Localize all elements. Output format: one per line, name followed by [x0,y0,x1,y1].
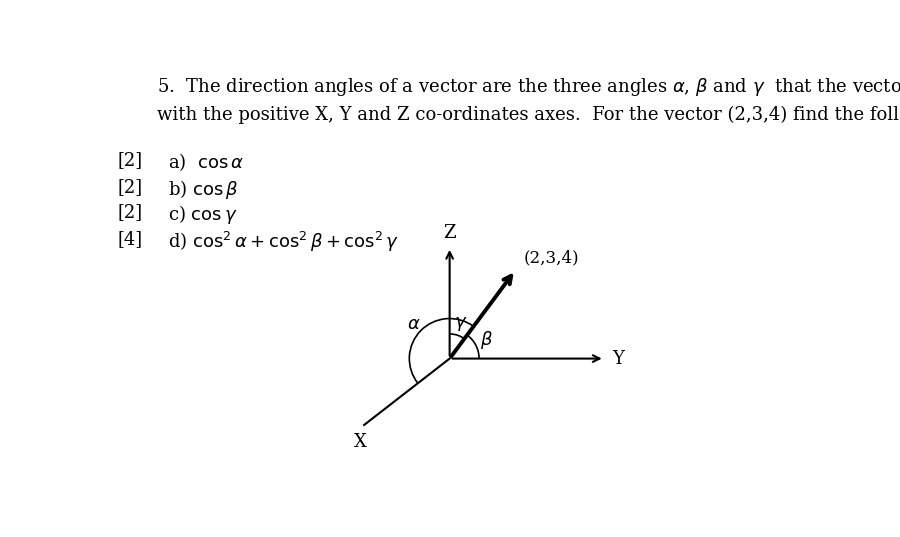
Text: (2,3,4): (2,3,4) [523,249,579,266]
Text: [4]: [4] [117,230,142,248]
Text: X: X [354,433,366,451]
Text: $\beta$: $\beta$ [480,329,493,351]
Text: with the positive X, Y and Z co-ordinates axes.  For the vector (2,3,4) find the: with the positive X, Y and Z co-ordinate… [158,105,900,124]
Text: [2]: [2] [117,178,142,195]
Text: Z: Z [444,223,456,242]
Text: Y: Y [612,350,625,368]
Text: $\alpha$: $\alpha$ [407,315,420,332]
Text: a)  $\cos\alpha$: a) $\cos\alpha$ [168,151,244,172]
Text: 5.  The direction angles of a vector are the three angles $\alpha$, $\beta$ and : 5. The direction angles of a vector are … [158,76,900,98]
Text: $\gamma$: $\gamma$ [454,315,468,333]
Text: d) $\cos^2\alpha+\cos^2\beta+\cos^2\gamma$: d) $\cos^2\alpha+\cos^2\beta+\cos^2\gamm… [168,230,400,254]
Text: c) $\cos\gamma$: c) $\cos\gamma$ [168,203,238,226]
Text: [2]: [2] [117,151,142,169]
Text: b) $\cos\beta$: b) $\cos\beta$ [168,178,239,201]
Text: [2]: [2] [117,203,142,221]
